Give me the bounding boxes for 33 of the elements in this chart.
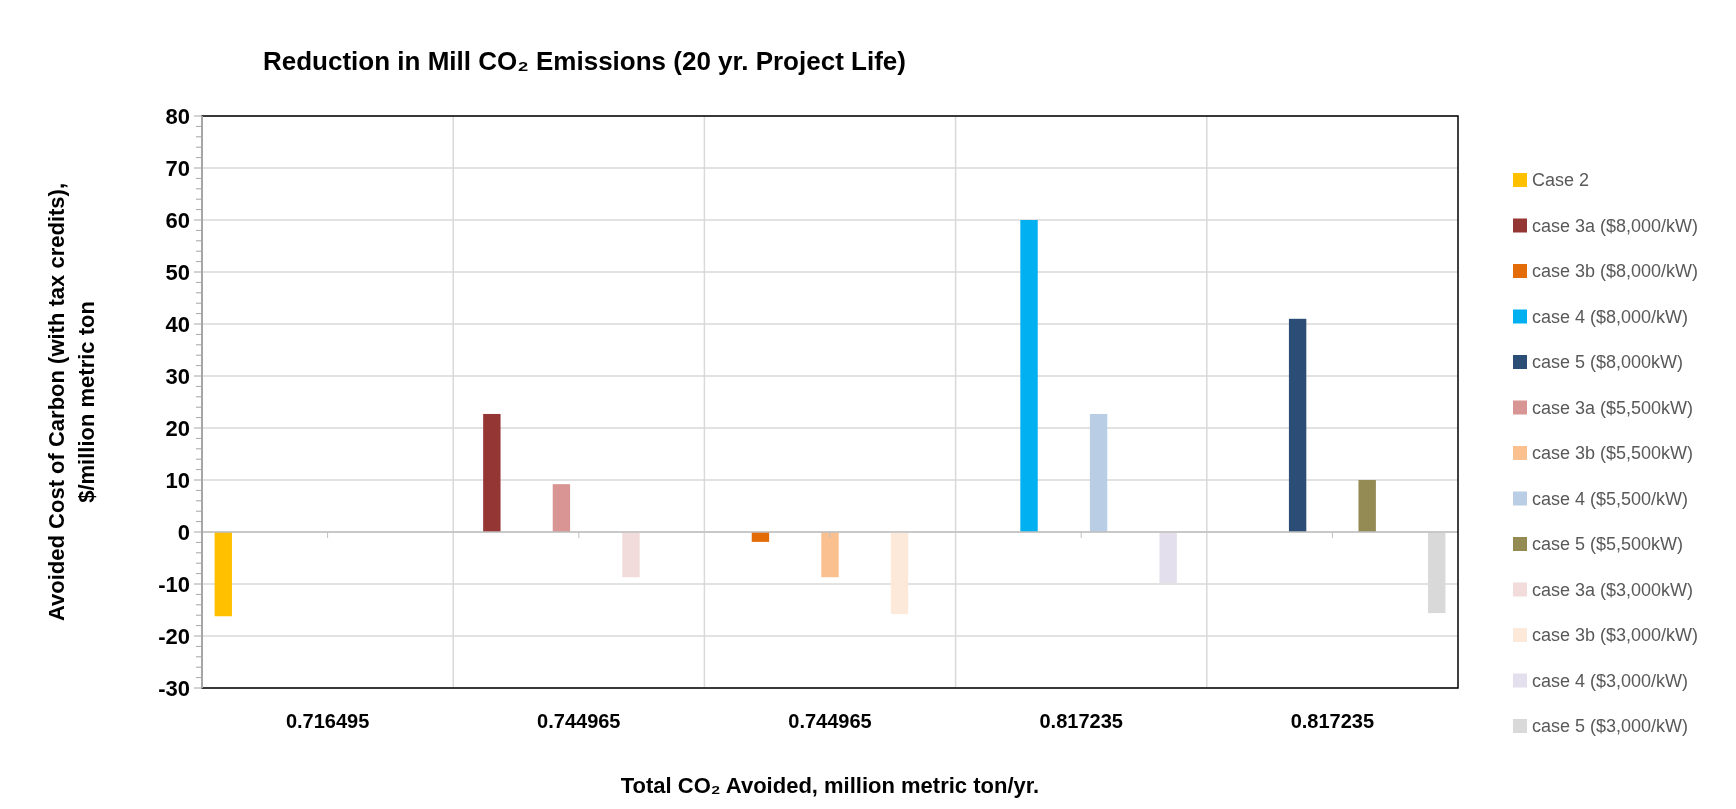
legend-label: case 4 ($5,500/kW) bbox=[1532, 488, 1689, 509]
y-tick-label: -20 bbox=[158, 623, 190, 649]
y-axis-title: Avoided Cost of Carbon (with tax credits), $/million metric ton bbox=[44, 183, 99, 621]
y-tick-label: 0 bbox=[177, 519, 190, 545]
x-tick-label: 0.744965 bbox=[537, 710, 621, 732]
legend-label: case 5 ($5,500kW) bbox=[1532, 534, 1684, 555]
y-tick-label: 10 bbox=[165, 467, 190, 493]
legend-label: case 3b ($5,500kW) bbox=[1532, 443, 1694, 464]
x-tick-label: 0.817235 bbox=[1039, 710, 1123, 732]
y-tick-label: 40 bbox=[165, 311, 190, 337]
y-tick-label: 70 bbox=[165, 155, 190, 181]
y-tick-label: 80 bbox=[165, 103, 190, 129]
legend-label: case 4 ($3,000/kW) bbox=[1532, 670, 1689, 691]
y-tick-label: 60 bbox=[165, 207, 190, 233]
legend-label: case 3a ($8,000/kW) bbox=[1532, 215, 1699, 236]
y-tick-label: -10 bbox=[158, 571, 190, 597]
y-tick-label: -30 bbox=[158, 675, 190, 701]
y-tick-label: 20 bbox=[165, 415, 190, 441]
legend-label: case 4 ($8,000/kW) bbox=[1532, 306, 1689, 327]
legend-label: case 3a ($5,500kW) bbox=[1532, 397, 1694, 418]
legend-label: case 3a ($3,000kW) bbox=[1532, 579, 1694, 600]
legend-label: case 3b ($3,000/kW) bbox=[1532, 625, 1699, 646]
x-tick-label: 0.716495 bbox=[285, 710, 370, 732]
x-axis-title: Total CO₂ Avoided, million metric ton/yr. bbox=[620, 773, 1040, 798]
legend-label: case 5 ($3,000/kW) bbox=[1532, 716, 1689, 737]
chart-title: Reduction in Mill CO₂ Emissions (20 yr. Project Life) bbox=[263, 46, 906, 76]
legend-label: case 5 ($8,000kW) bbox=[1532, 352, 1684, 373]
legend-label: Case 2 bbox=[1532, 170, 1590, 191]
legend-label: case 3b ($8,000/kW) bbox=[1532, 261, 1699, 282]
y-tick-label: 30 bbox=[165, 363, 190, 389]
x-tick-label: 0.817235 bbox=[1290, 710, 1375, 732]
x-tick-label: 0.744965 bbox=[788, 710, 872, 732]
y-tick-label: 50 bbox=[165, 259, 190, 285]
